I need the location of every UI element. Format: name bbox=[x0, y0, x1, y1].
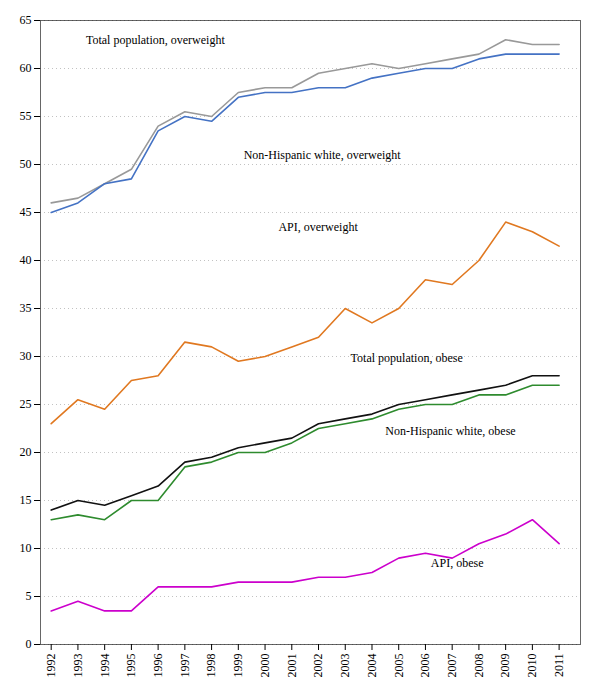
svg-text:1994: 1994 bbox=[97, 654, 111, 678]
svg-text:1997: 1997 bbox=[178, 654, 192, 678]
svg-text:1996: 1996 bbox=[151, 654, 165, 678]
svg-text:2007: 2007 bbox=[445, 654, 459, 678]
svg-text:2005: 2005 bbox=[392, 654, 406, 678]
svg-text:2011: 2011 bbox=[552, 654, 566, 678]
svg-text:2008: 2008 bbox=[472, 654, 486, 678]
svg-text:0: 0 bbox=[26, 637, 32, 651]
svg-text:30: 30 bbox=[20, 349, 32, 363]
svg-text:2004: 2004 bbox=[365, 654, 379, 678]
svg-text:40: 40 bbox=[20, 253, 32, 267]
svg-text:65: 65 bbox=[20, 13, 32, 27]
svg-text:45: 45 bbox=[20, 205, 32, 219]
svg-text:Non-Hispanic white, obese: Non-Hispanic white, obese bbox=[385, 424, 515, 438]
svg-text:Total population, overweight: Total population, overweight bbox=[86, 33, 225, 47]
svg-text:Total population, obese: Total population, obese bbox=[351, 351, 463, 365]
svg-text:1999: 1999 bbox=[231, 654, 245, 678]
svg-text:50: 50 bbox=[20, 157, 32, 171]
svg-text:2006: 2006 bbox=[418, 654, 432, 678]
svg-text:35: 35 bbox=[20, 301, 32, 315]
svg-text:2009: 2009 bbox=[498, 654, 512, 678]
svg-text:2010: 2010 bbox=[525, 654, 539, 678]
svg-text:10: 10 bbox=[20, 541, 32, 555]
svg-text:2003: 2003 bbox=[338, 654, 352, 678]
svg-text:55: 55 bbox=[20, 109, 32, 123]
svg-text:1995: 1995 bbox=[124, 654, 138, 678]
svg-text:25: 25 bbox=[20, 397, 32, 411]
svg-text:15: 15 bbox=[20, 493, 32, 507]
svg-text:2002: 2002 bbox=[311, 654, 325, 678]
svg-text:API, overweight: API, overweight bbox=[278, 220, 358, 234]
svg-text:2001: 2001 bbox=[285, 654, 299, 678]
svg-text:2000: 2000 bbox=[258, 654, 272, 678]
svg-text:Non-Hispanic white, overweight: Non-Hispanic white, overweight bbox=[244, 148, 402, 162]
svg-text:20: 20 bbox=[20, 445, 32, 459]
svg-text:1998: 1998 bbox=[204, 654, 218, 678]
svg-text:1992: 1992 bbox=[44, 654, 58, 678]
svg-text:60: 60 bbox=[20, 61, 32, 75]
svg-text:1993: 1993 bbox=[71, 654, 85, 678]
svg-text:API, obese: API, obese bbox=[431, 556, 484, 570]
svg-text:5: 5 bbox=[26, 589, 32, 603]
